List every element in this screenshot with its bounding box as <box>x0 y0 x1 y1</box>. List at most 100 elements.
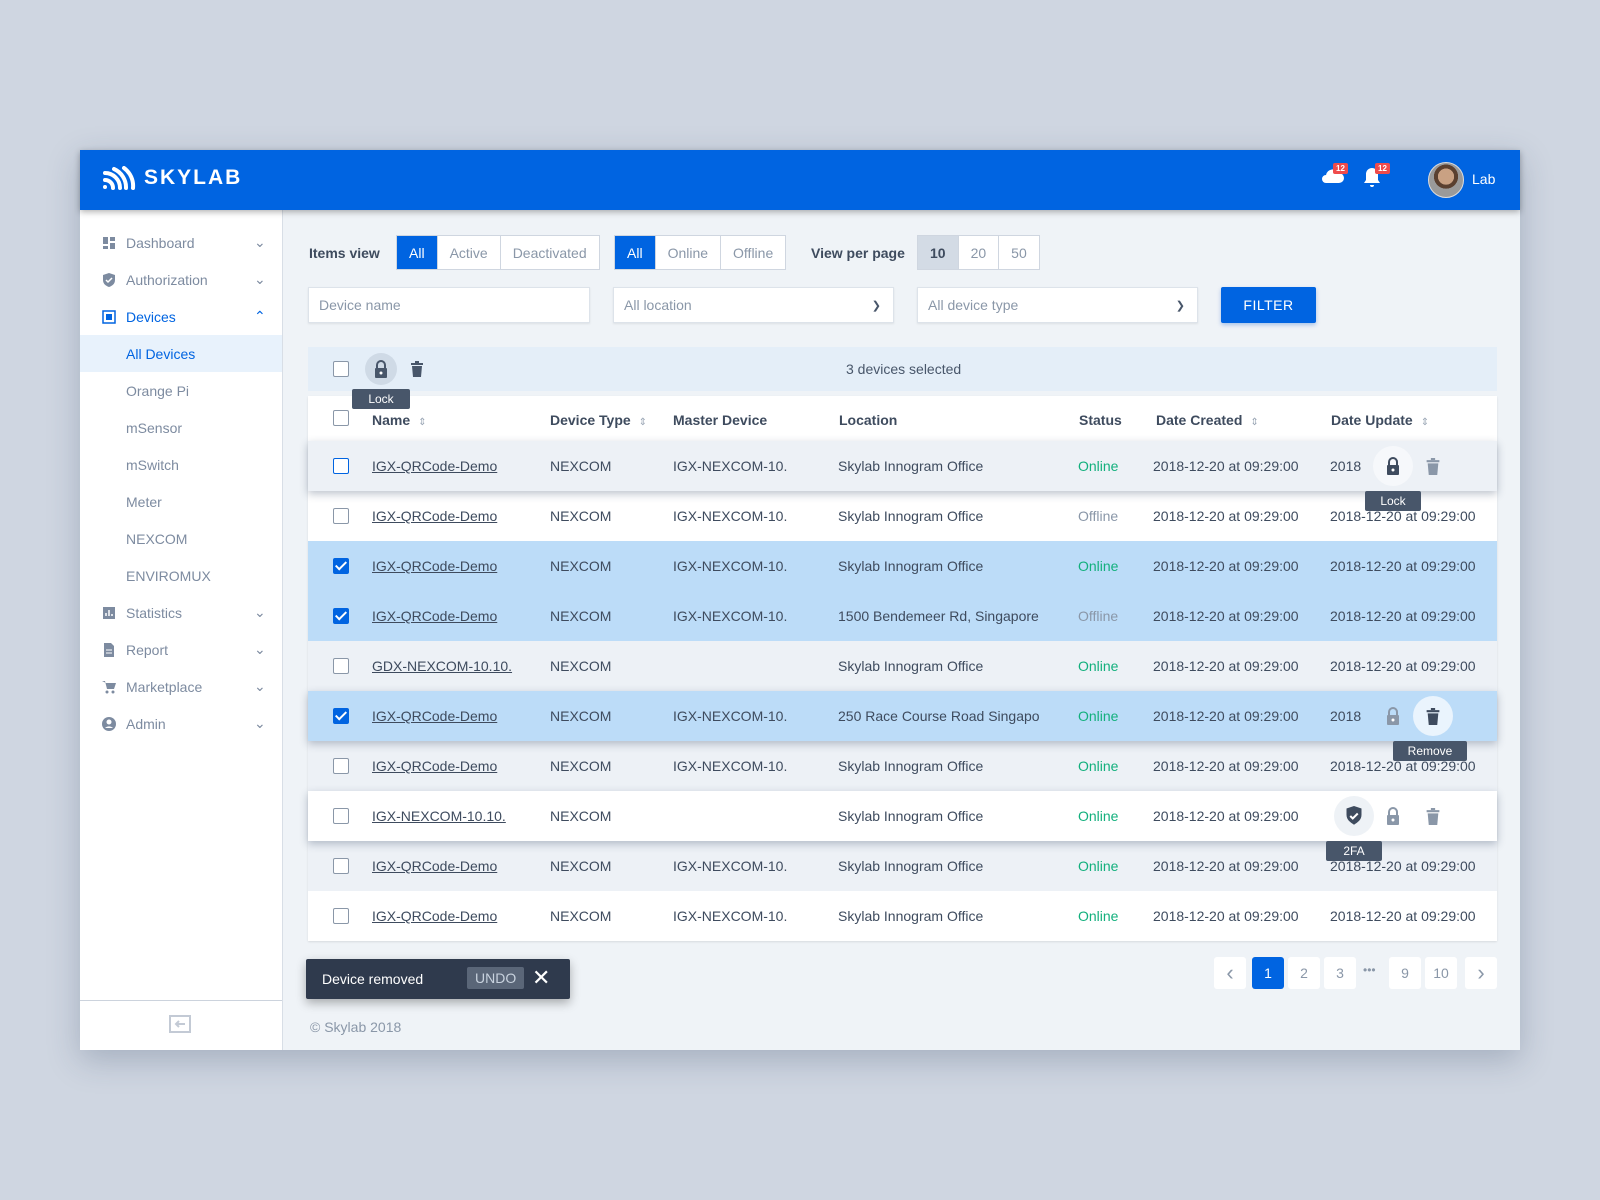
device-name-link[interactable]: IGX-QRCode-Demo <box>372 758 498 774</box>
lock-button[interactable] <box>1373 446 1413 486</box>
row-checkbox[interactable] <box>333 658 349 674</box>
sidebar-item-marketplace[interactable]: Marketplace ⌄ <box>80 668 282 705</box>
chevron-down-icon[interactable]: ⌄ <box>254 234 266 250</box>
chevron-down-icon[interactable]: ⌄ <box>254 641 266 657</box>
table-row[interactable]: IGX-QRCode-Demo NEXCOM IGX-NEXCOM-10. Skyla… <box>308 741 1497 791</box>
column-date-created[interactable]: Date Created ⇕ <box>1156 412 1259 428</box>
status-offline[interactable]: Offline <box>720 236 785 269</box>
select-all-checkbox[interactable] <box>333 410 349 426</box>
bulk-lock-button[interactable] <box>365 353 397 385</box>
table-row[interactable]: IGX-QRCode-Demo NEXCOM IGX-NEXCOM-10. 250 R… <box>308 691 1497 761</box>
device-name-link[interactable]: IGX-QRCode-Demo <box>372 608 498 624</box>
delete-button[interactable] <box>1413 696 1453 736</box>
sidebar-item-authorization[interactable]: Authorization ⌄ <box>80 261 282 298</box>
sidebar-item-mswitch[interactable]: mSwitch <box>80 446 282 483</box>
chevron-down-icon[interactable]: ⌄ <box>254 271 266 287</box>
column-date-update[interactable]: Date Update ⇕ <box>1331 412 1429 428</box>
table-row[interactable]: IGX-QRCode-Demo NEXCOM IGX-NEXCOM-10. Skyla… <box>308 491 1497 541</box>
lock-button[interactable] <box>1373 796 1413 836</box>
items-view-all[interactable]: All <box>397 236 437 269</box>
select-all-bulk-checkbox[interactable] <box>333 361 349 377</box>
sidebar-item-admin[interactable]: Admin ⌄ <box>80 705 282 742</box>
sort-icon[interactable]: ⇕ <box>1250 417 1259 428</box>
device-name-link[interactable]: IGX-QRCode-Demo <box>372 858 498 874</box>
device-name-link[interactable]: GDX-NEXCOM-10.10. <box>372 658 513 674</box>
next-page-button[interactable]: › <box>1465 957 1497 989</box>
table-row[interactable]: IGX-NEXCOM-10.10. NEXCOM Skylab Innogram O… <box>308 791 1497 861</box>
sidebar-item-devices[interactable]: Devices ⌃ <box>80 298 282 335</box>
row-checkbox[interactable] <box>333 708 349 724</box>
sort-icon[interactable]: ⇕ <box>1420 417 1430 428</box>
row-checkbox[interactable] <box>333 508 349 524</box>
cloud-notifications-button[interactable]: 12 <box>1320 163 1348 189</box>
device-name-link[interactable]: IGX-QRCode-Demo <box>372 708 498 724</box>
delete-button[interactable] <box>1413 796 1453 836</box>
sidebar-item-statistics[interactable]: Statistics ⌄ <box>80 594 282 631</box>
sidebar-item-report[interactable]: Report ⌄ <box>80 631 282 668</box>
device-name-link[interactable]: IGX-QRCode-Demo <box>372 908 498 924</box>
row-checkbox[interactable] <box>333 858 349 874</box>
table-row[interactable]: IGX-QRCode-Demo NEXCOM IGX-NEXCOM-10. Skyla… <box>308 891 1497 941</box>
per-page-50[interactable]: 50 <box>998 236 1039 269</box>
page-9-button[interactable]: 9 <box>1389 957 1421 989</box>
prev-page-button[interactable]: ‹ <box>1214 957 1246 989</box>
sidebar-item-orange-pi[interactable]: Orange Pi <box>80 372 282 409</box>
row-checkbox[interactable] <box>333 458 349 474</box>
device-name-link[interactable]: IGX-QRCode-Demo <box>372 458 498 474</box>
filter-button[interactable]: FILTER <box>1221 287 1316 323</box>
collapse-sidebar-icon[interactable] <box>169 1015 191 1033</box>
sidebar-item-enviromux[interactable]: ENVIROMUX <box>80 557 282 594</box>
device-type-select[interactable]: All device type ❯ <box>917 287 1198 323</box>
logo[interactable]: SKYLAB <box>102 166 242 190</box>
sidebar-item-nexcom[interactable]: NEXCOM <box>80 520 282 557</box>
page-2-button[interactable]: 2 <box>1288 957 1320 989</box>
avatar[interactable] <box>1428 162 1464 198</box>
notifications-button[interactable]: 12 <box>1362 163 1390 193</box>
delete-button[interactable] <box>1413 446 1453 486</box>
page-1-button[interactable]: 1 <box>1252 957 1284 989</box>
location-select[interactable]: All location ❯ <box>613 287 894 323</box>
device-name-input[interactable]: Device name <box>308 287 590 323</box>
lock-button[interactable] <box>1373 696 1413 736</box>
per-page-20[interactable]: 20 <box>957 236 999 269</box>
table-row[interactable]: IGX-QRCode-Demo NEXCOM IGX-NEXCOM-10. Skyla… <box>308 441 1497 511</box>
row-checkbox[interactable] <box>333 758 349 774</box>
chevron-down-icon[interactable]: ⌄ <box>254 715 266 731</box>
undo-button[interactable]: UNDO <box>467 967 525 989</box>
chevron-down-icon[interactable]: ⌄ <box>254 678 266 694</box>
user-name[interactable]: Lab <box>1472 171 1496 187</box>
page-10-button[interactable]: 10 <box>1425 957 1457 989</box>
page-3-button[interactable]: 3 <box>1324 957 1356 989</box>
items-view-active[interactable]: Active <box>436 236 500 269</box>
device-name-link[interactable]: IGX-QRCode-Demo <box>372 508 498 524</box>
column-device-type[interactable]: Device Type ⇕ <box>550 412 647 428</box>
table-row[interactable]: IGX-QRCode-Demo NEXCOM IGX-NEXCOM-10. 1500 … <box>308 591 1497 641</box>
sort-icon[interactable]: ⇕ <box>418 417 427 428</box>
chevron-up-icon[interactable]: ⌃ <box>254 308 266 324</box>
row-checkbox[interactable] <box>333 608 349 624</box>
status-online[interactable]: Online <box>654 236 720 269</box>
device-name-link[interactable]: IGX-QRCode-Demo <box>372 558 498 574</box>
row-checkbox[interactable] <box>333 558 349 574</box>
bulk-delete-icon[interactable] <box>411 361 423 377</box>
sidebar-item-all-devices[interactable]: All Devices <box>80 335 282 372</box>
device-name-link[interactable]: IGX-NEXCOM-10.10. <box>372 808 506 824</box>
items-view-deactivated[interactable]: Deactivated <box>499 236 599 269</box>
row-checkbox[interactable] <box>333 808 349 824</box>
status-all[interactable]: All <box>615 236 655 269</box>
per-page-10[interactable]: 10 <box>918 236 958 269</box>
row-checkbox[interactable] <box>333 908 349 924</box>
close-icon[interactable]: ✕ <box>532 965 551 990</box>
2fa-shield-button[interactable] <box>1334 796 1374 836</box>
sidebar-item-msensor[interactable]: mSensor <box>80 409 282 446</box>
chevron-down-icon[interactable]: ⌄ <box>254 604 266 620</box>
table-row[interactable]: GDX-NEXCOM-10.10. NEXCOM Skylab Innogram O… <box>308 641 1497 691</box>
sidebar-item-dashboard[interactable]: Dashboard ⌄ <box>80 224 282 261</box>
device-name-placeholder: Device name <box>319 297 401 313</box>
sidebar-footer <box>80 1000 282 1050</box>
table-row[interactable]: IGX-QRCode-Demo NEXCOM IGX-NEXCOM-10. Skyla… <box>308 541 1497 591</box>
sort-icon[interactable]: ⇕ <box>638 417 648 428</box>
sidebar-item-meter[interactable]: Meter <box>80 483 282 520</box>
table-row[interactable]: IGX-QRCode-Demo NEXCOM IGX-NEXCOM-10. Skyla… <box>308 841 1497 891</box>
column-name[interactable]: Name ⇕ <box>372 412 427 428</box>
